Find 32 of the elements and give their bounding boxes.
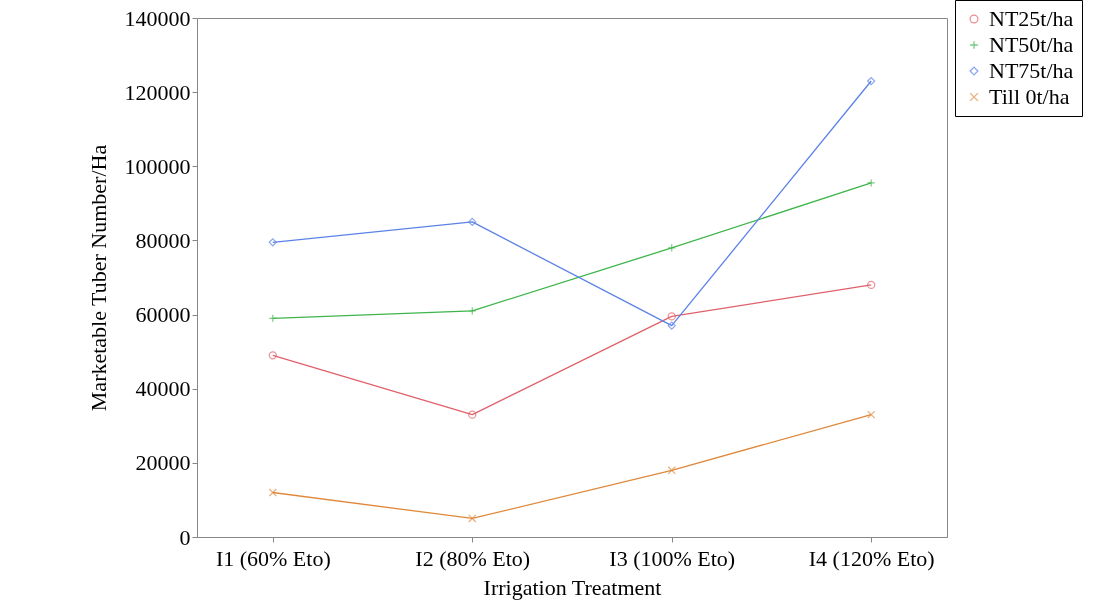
y-tick-label: 140000 [124, 5, 191, 31]
y-tick-label: 120000 [124, 79, 191, 105]
point [867, 410, 876, 419]
x-tick-label: I4 (120% Eto) [808, 545, 935, 571]
y-tick-label: 60000 [135, 302, 191, 328]
point [867, 280, 876, 290]
legend-label: NT25t/ha [989, 6, 1074, 31]
point [468, 514, 477, 523]
y-tick-label: 40000 [135, 376, 191, 402]
y-axis-title: Marketable Tuber Number/Ha [85, 144, 111, 412]
point [867, 76, 876, 86]
legend-label: NT50t/ha [989, 32, 1074, 57]
point [268, 488, 277, 497]
x-tick-label: I1 (60% Eto) [215, 545, 331, 571]
point [268, 238, 277, 247]
point [468, 410, 477, 419]
point [667, 321, 676, 330]
legend-label: Till 0t/ha [989, 84, 1070, 109]
legend-label: NT75t/ha [989, 58, 1074, 83]
point [468, 217, 477, 227]
x-tick-label: I2 (80% Eto) [415, 545, 531, 571]
y-tick-label: 80000 [135, 227, 191, 253]
point [667, 466, 676, 475]
point [667, 312, 676, 321]
point [468, 306, 477, 315]
point [268, 351, 277, 360]
x-tick-label: I3 (100% Eto) [609, 545, 736, 571]
x-axis-title: Irrigation Treatment [483, 574, 662, 600]
y-tick-label: 20000 [135, 450, 191, 476]
y-tick-label: 100000 [124, 153, 191, 179]
point [867, 178, 876, 188]
y-tick-label: 0 [179, 524, 191, 550]
